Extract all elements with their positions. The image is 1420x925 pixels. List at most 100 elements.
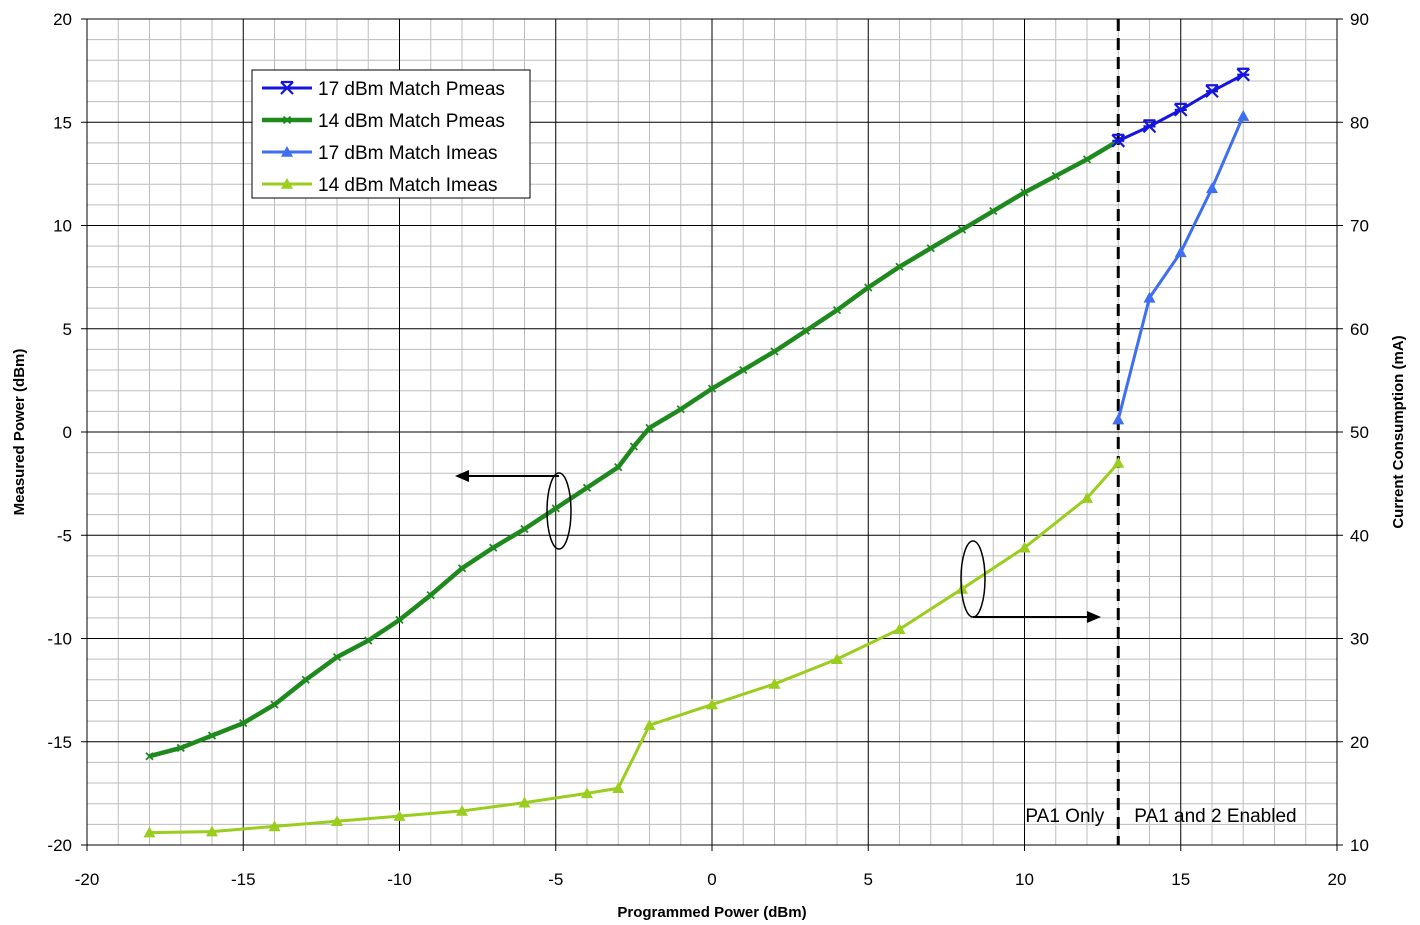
data-point: [801, 326, 810, 335]
data-point: [239, 719, 248, 728]
x-tick-label: 5: [864, 870, 873, 889]
y-tick-label: -10: [47, 630, 72, 649]
series-line: [148, 138, 1120, 759]
data-point: [706, 698, 718, 710]
data-point: [926, 244, 935, 253]
data-point: [1173, 102, 1188, 117]
legend-label: 14 dBm Match Imeas: [318, 175, 498, 196]
legend: 17 dBm Match Pmeas 14 dBm Match Pmeas 17 d…: [251, 69, 531, 199]
data-point: [280, 80, 294, 95]
data-point: [1051, 171, 1060, 181]
y2-tick-label: 60: [1350, 320, 1369, 339]
data-point: [364, 636, 373, 645]
legend-item: 14 dBm Match Pmeas: [262, 111, 505, 132]
data-point: [145, 752, 154, 761]
legend-label: 17 dBm Match Pmeas: [318, 79, 505, 100]
x-tick-label: -15: [231, 870, 256, 889]
data-point: [270, 700, 279, 709]
y-tick-label: 5: [63, 320, 72, 339]
data-point: [332, 652, 342, 662]
data-point: [457, 564, 467, 573]
data-point: [676, 405, 685, 414]
left-indicator-ellipse: [546, 472, 572, 550]
right-indicator-ellipse: [960, 540, 986, 618]
data-point: [331, 815, 343, 827]
series-17-dbm-match-pmeas: [1111, 67, 1251, 148]
y2-tick-label: 50: [1350, 423, 1369, 442]
legend-box: [251, 69, 531, 199]
data-point: [1081, 492, 1093, 503]
y-tick-label: 0: [63, 423, 72, 442]
data-point: [1018, 541, 1031, 553]
data-point: [1237, 110, 1250, 121]
data-point: [1112, 456, 1125, 468]
data-point: [1206, 182, 1218, 194]
data-point: [1174, 246, 1187, 258]
data-point: [612, 782, 625, 794]
data-point: [1143, 291, 1156, 303]
data-point: [551, 504, 560, 513]
x-tick-label: -20: [75, 870, 100, 889]
y-tick-label: 10: [53, 217, 72, 236]
data-point: [518, 796, 531, 808]
y-tick-label: -5: [57, 526, 72, 545]
x-tick-label: 10: [1015, 870, 1034, 889]
y-tick-label: -20: [47, 836, 72, 855]
legend-item: 17 dBm Match Pmeas: [262, 79, 505, 100]
data-point: [176, 743, 185, 753]
legend-item: 14 dBm Match Imeas: [262, 175, 498, 196]
y-axis-title: Measured Power (dBm): [11, 349, 28, 516]
y-axis-ticks: -20 -15 -10 -5 0 5 10 15 20: [47, 10, 87, 855]
data-point: [614, 462, 623, 472]
region-label-pa1-and-2: PA1 and 2 Enabled: [1134, 806, 1296, 827]
data-point: [831, 653, 843, 664]
data-point: [864, 283, 873, 292]
right-arrowhead: [1087, 611, 1101, 623]
data-point: [581, 787, 593, 799]
data-point: [282, 115, 292, 125]
series-14-dbm-match-imeas: [143, 456, 1125, 838]
y-tick-label: 20: [53, 10, 72, 29]
legend-label: 17 dBm Match Imeas: [318, 143, 498, 164]
left-arrowhead: [455, 470, 469, 482]
series-14-dbm-match-pmeas: [145, 136, 1123, 761]
data-point: [206, 825, 218, 837]
y2-axis-ticks: 10 20 30 40 50 60 70 80 90: [1337, 10, 1369, 855]
data-point: [629, 442, 639, 451]
data-point: [301, 675, 310, 684]
data-point: [489, 543, 498, 552]
x-tick-label: -5: [548, 870, 563, 889]
data-point: [989, 206, 998, 216]
y-tick-label: -15: [47, 733, 72, 752]
data-point: [393, 810, 406, 821]
x-tick-label: 15: [1171, 870, 1190, 889]
data-point: [207, 731, 217, 740]
data-point: [1142, 119, 1157, 134]
series-line: [149, 461, 1120, 835]
y2-tick-label: 10: [1350, 836, 1369, 855]
y2-tick-label: 80: [1350, 113, 1369, 132]
data-point: [739, 365, 748, 375]
right-axis-indicator: [960, 540, 1101, 623]
legend-item: 17 dBm Match Imeas: [262, 143, 498, 164]
series-17-dbm-match-imeas: [1112, 110, 1250, 425]
data-point: [426, 590, 435, 600]
data-point: [281, 146, 293, 157]
data-point: [893, 623, 906, 635]
x-tick-label: 0: [707, 870, 716, 889]
y2-tick-label: 40: [1350, 526, 1369, 545]
data-point: [582, 483, 592, 492]
x-tick-label: 20: [1328, 870, 1347, 889]
data-point: [832, 306, 842, 315]
data-point: [1111, 133, 1126, 148]
region-label-pa1-only: PA1 Only: [1025, 806, 1104, 827]
data-point: [1082, 155, 1092, 164]
y2-axis-title: Current Consumption (mA): [1390, 335, 1407, 528]
series-layer: [143, 67, 1251, 838]
legend-label: 14 dBm Match Pmeas: [318, 111, 505, 132]
data-point: [395, 615, 404, 625]
y-tick-label: 15: [53, 113, 72, 132]
data-point: [1205, 84, 1219, 99]
data-point: [770, 347, 779, 356]
